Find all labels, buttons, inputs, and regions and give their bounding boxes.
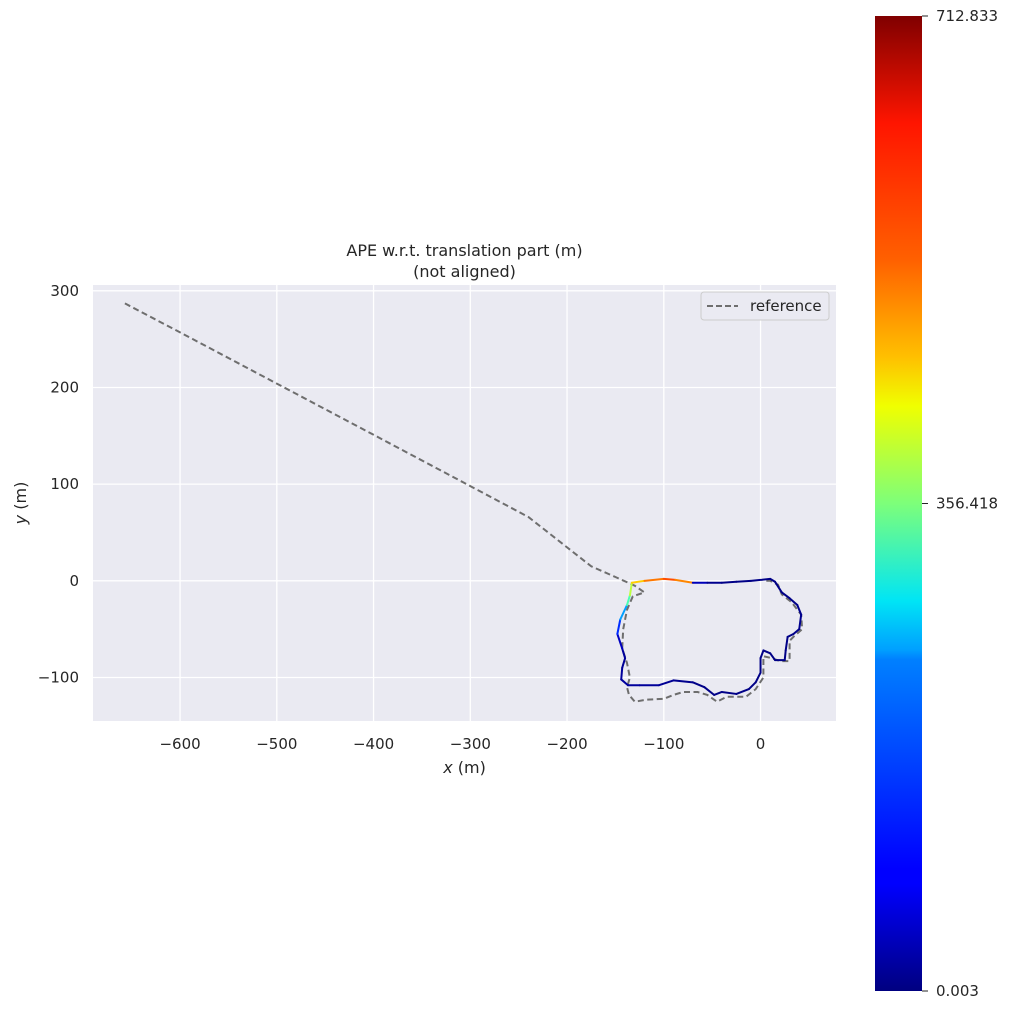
trajectory-segment — [735, 688, 750, 695]
trajectory-segment — [616, 618, 622, 635]
colorbar-ticks: 712.833 356.418 0.003 — [922, 7, 998, 1000]
y-tick-label: −100 — [38, 668, 79, 686]
trajectory-segment — [674, 578, 694, 584]
trajectory-segment — [769, 652, 777, 662]
trajectory-segment — [703, 686, 716, 696]
trajectory-segment — [796, 603, 803, 616]
colorbar: 712.833 356.418 0.003 — [875, 7, 998, 1000]
trajectory-segment — [691, 681, 706, 689]
chart-subtitle: (not aligned) — [413, 262, 516, 281]
grid-lines — [93, 285, 836, 721]
y-tick-labels: −100 0 100 200 300 — [38, 282, 79, 687]
trajectory-segment — [616, 632, 624, 650]
trajectory-segment — [643, 577, 665, 582]
colorbar-tick-label: 0.003 — [936, 982, 979, 1000]
x-tick-label: −400 — [353, 735, 394, 753]
trajectory-segment — [792, 628, 801, 635]
colorbar-tick-label: 356.418 — [936, 495, 998, 513]
x-tick-label: −300 — [450, 735, 491, 753]
x-tick-label: −200 — [546, 735, 587, 753]
trajectory-segment — [762, 649, 772, 655]
trajectory-segment — [747, 681, 757, 691]
legend: reference — [700, 291, 830, 321]
trajectory-segment — [759, 649, 765, 660]
legend-box — [700, 291, 830, 321]
x-axis-label: x (m) — [442, 758, 486, 777]
reference-line — [124, 302, 804, 703]
trajectory-segment — [662, 577, 677, 581]
trajectory-segment — [620, 666, 624, 681]
y-tick-label: 200 — [50, 378, 79, 396]
x-tick-label: −500 — [256, 735, 297, 753]
trajectory-segment — [798, 613, 803, 631]
trajectory-segment — [628, 581, 633, 597]
trajectory-segment — [626, 594, 631, 606]
trajectory-segment — [672, 679, 694, 684]
trajectory-segment — [621, 647, 627, 660]
colorbar-gradient — [875, 16, 922, 991]
series-layer — [124, 302, 804, 703]
x-tick-labels: −600 −500 −400 −300 −200 −100 0 — [159, 735, 765, 753]
trajectory-segment — [620, 678, 629, 687]
trajectory-segment — [774, 580, 783, 594]
chart-title: APE w.r.t. translation part (m) — [346, 241, 582, 260]
trajectory-segment — [780, 591, 791, 600]
trajectory-segment — [621, 657, 627, 669]
trajectory-segment — [735, 579, 752, 583]
x-tick-label: −600 — [159, 735, 200, 753]
y-tick-label: 0 — [69, 572, 79, 590]
y-axis-label: y (m) — [11, 482, 30, 526]
trajectory-segment — [713, 690, 723, 696]
trajectory-segment — [783, 649, 787, 662]
trajectory-segment — [749, 578, 762, 582]
y-tick-label: 300 — [50, 282, 79, 300]
legend-reference-label: reference — [750, 297, 822, 315]
trajectory-segment — [754, 671, 762, 684]
trajectory-segment — [788, 597, 799, 606]
trajectory-segment — [720, 690, 738, 695]
trajectory-segment — [619, 603, 629, 621]
colorbar-tick-label: 712.833 — [936, 7, 998, 25]
trajectory-segment — [784, 635, 789, 652]
trajectory-segment — [630, 579, 646, 584]
x-tick-label: 0 — [756, 735, 766, 753]
trajectory-segment — [786, 632, 795, 638]
y-tick-label: 100 — [50, 475, 79, 493]
trajectory-segment — [657, 679, 675, 687]
x-tick-label: −100 — [643, 735, 684, 753]
trajectory-segment — [720, 580, 738, 584]
trajectory-segment — [760, 577, 772, 581]
plot-area — [93, 285, 836, 721]
